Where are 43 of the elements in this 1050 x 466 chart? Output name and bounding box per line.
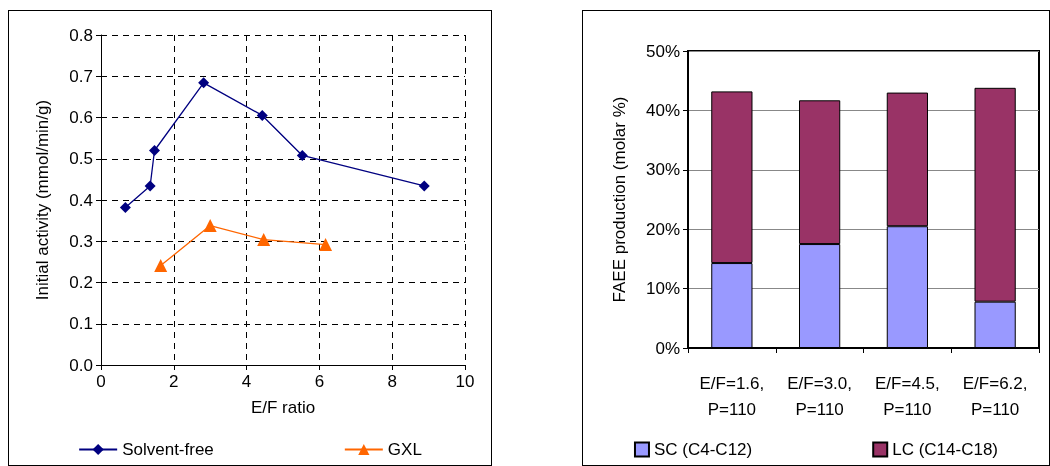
- y-tick-label: 30%: [645, 160, 680, 180]
- y-tick-label: 50%: [645, 41, 680, 61]
- y-tick-label: 0.2: [69, 273, 93, 292]
- y-tick-label: 0%: [655, 338, 680, 358]
- legend-label: Solvent-free: [122, 440, 214, 459]
- y-tick-label: 0.0: [69, 355, 93, 375]
- y-tick-label: 0.6: [69, 108, 93, 127]
- x-tick-label: 4: [241, 372, 252, 391]
- point: [256, 109, 268, 121]
- x-tick-label: 0: [96, 372, 106, 391]
- x-tick-label: E/F=1.6, P=110: [699, 373, 765, 419]
- point: [203, 219, 217, 233]
- x-tick-label: E/F=3.0, P=110: [787, 373, 852, 419]
- point: [144, 180, 156, 192]
- x-tick-label: E/F=6.2, P=110: [962, 373, 1028, 419]
- y-tick-label: 10%: [645, 279, 680, 299]
- legend-label: SC (C4-C12): [653, 440, 753, 459]
- point: [257, 233, 271, 247]
- x-axis-title: E/F ratio: [250, 398, 316, 417]
- point: [154, 259, 168, 273]
- legend-label: LC (C14-C18): [892, 440, 999, 459]
- y-tick-label: 0.4: [69, 190, 93, 210]
- y-axis-title: Initial activity (mmol/min/g): [33, 99, 52, 301]
- x-tick-label: E/F=4.5, P=110: [875, 373, 940, 419]
- x-tick-label: 10: [455, 372, 475, 391]
- y-tick-label: 40%: [645, 100, 680, 120]
- y-tick-label: 0.5: [69, 149, 93, 169]
- y-tick-label: 0.3: [69, 231, 93, 251]
- y-tick-label: 20%: [645, 219, 680, 239]
- y-tick-label: 0.1: [69, 314, 93, 334]
- x-tick-label: 2: [169, 372, 179, 391]
- y-tick-label: 0.7: [69, 66, 93, 86]
- point: [296, 149, 308, 161]
- y-tick-label: 0.8: [69, 25, 93, 45]
- point: [198, 77, 210, 89]
- point: [119, 201, 131, 213]
- point: [149, 145, 161, 156]
- x-tick-label: 8: [387, 372, 397, 391]
- point: [418, 180, 430, 192]
- x-tick-label: 6: [314, 372, 325, 391]
- y-axis-title: FAEE production (molar %): [610, 96, 629, 303]
- point: [319, 238, 333, 252]
- legend-label: GXL: [387, 440, 422, 459]
